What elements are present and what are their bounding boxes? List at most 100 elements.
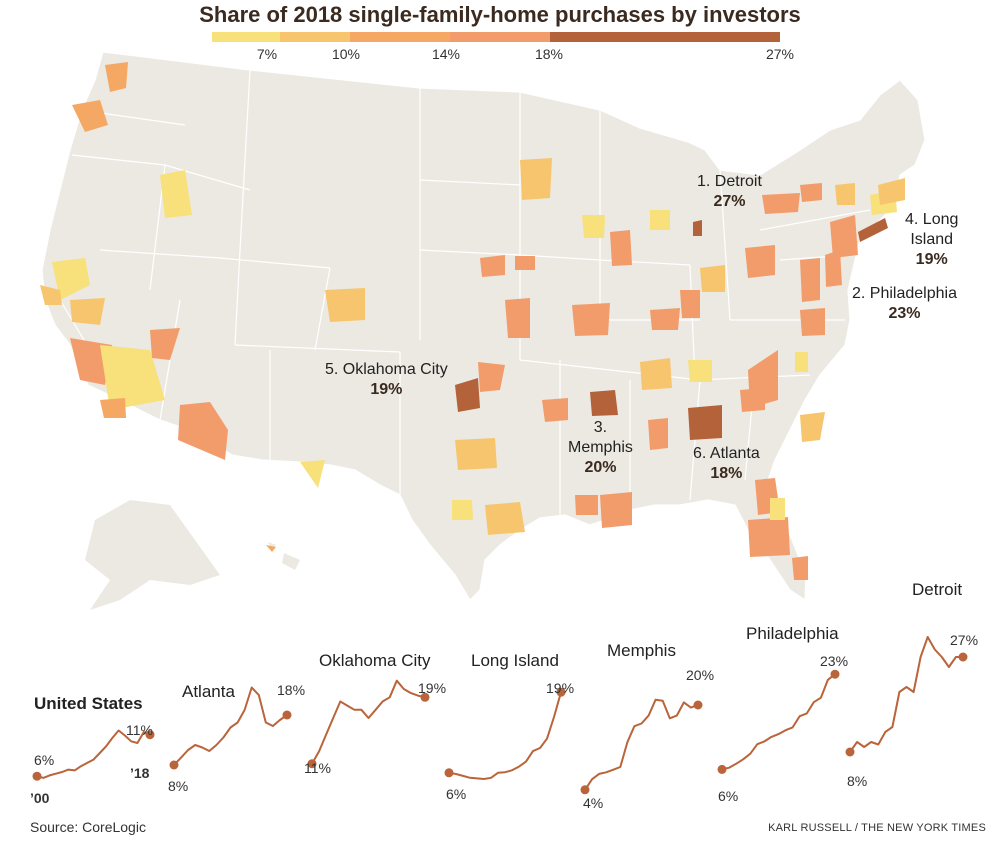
sparkline-philadelphia [721, 673, 836, 771]
spark-end-detroit: 27% [950, 632, 979, 648]
metro-nashville [640, 358, 672, 390]
callout-pct: 18% [710, 465, 743, 482]
sparkline-memphis [584, 698, 699, 791]
hawaii [268, 542, 300, 570]
spark-title-oklahoma: Oklahoma City [319, 651, 431, 670]
metro-boise [160, 170, 192, 218]
sparkline-philadelphia-start-dot [717, 764, 727, 774]
us-map [40, 51, 926, 610]
metro-pittsburgh [745, 245, 775, 278]
callout-name: 1. Detroit [697, 173, 762, 190]
metro-riverside [100, 345, 165, 410]
metro-minneapolis [520, 158, 552, 200]
spark-title-philadelphia: Philadelphia [746, 624, 839, 643]
legend-tick: 27% [765, 46, 795, 62]
sparkline-philadelphia-end-dot [830, 669, 840, 679]
spark-start-oklahoma: 11% [304, 760, 331, 776]
metro-detroit [693, 220, 702, 236]
sparkline-longisland-end-dot [556, 687, 566, 697]
spark-end-atlanta: 18% [277, 682, 306, 698]
sparkline-oklahoma-start-dot [307, 759, 317, 769]
spark-title-memphis: Memphis [607, 641, 676, 660]
spark-end-philadelphia: 23% [820, 653, 849, 669]
metro-philadelphia [825, 250, 842, 287]
metro-tulsa [478, 362, 505, 392]
callout-pct: 19% [370, 381, 403, 398]
sparkline-detroit-start-dot [845, 747, 855, 757]
sparkline-atlanta-end-dot [282, 710, 292, 720]
callout-name: 4. Long [905, 211, 959, 228]
metro-sf [40, 285, 62, 305]
callout-memphis: 3. Memphis 20% [568, 418, 633, 478]
callout-name-line2: Island [910, 231, 954, 248]
spark-title-atlanta: Atlanta [182, 682, 235, 701]
metro-memphis [590, 390, 618, 416]
metro-desmoines [515, 256, 535, 270]
metro-sacramento [52, 258, 90, 300]
metro-knoxville [688, 360, 712, 382]
callout-pct: 23% [888, 305, 921, 322]
spark-end-oklahoma: 19% [418, 680, 447, 696]
metro-fresno [70, 298, 105, 325]
metro-okc [455, 378, 480, 412]
metro-portland [72, 100, 108, 132]
legend-swatch [550, 32, 780, 42]
alaska [85, 500, 220, 610]
metro-stlouis [572, 303, 610, 336]
sparkline-longisland [448, 691, 562, 780]
sparkline-oklahoma [311, 679, 426, 765]
spark-start-philadelphia: 6% [718, 788, 739, 804]
legend-tick: 14% [431, 46, 461, 62]
metro-birmingham [648, 418, 668, 450]
spark-end-memphis: 20% [686, 667, 715, 683]
callout-name: Memphis [568, 439, 633, 456]
metro-greenville [740, 388, 765, 412]
metro-milwaukee [582, 215, 605, 238]
metro-raleigh [795, 352, 808, 372]
metro-austin [452, 500, 473, 520]
metro-indy [650, 308, 680, 330]
metro-buffalo [800, 183, 822, 202]
metro-dallas [455, 438, 497, 470]
spark-title-us: United States [34, 694, 143, 713]
sparkline-memphis-start-dot [580, 785, 590, 795]
metro-albany [835, 183, 855, 205]
metro-cleveland [762, 193, 800, 214]
legend-tick: 7% [256, 46, 278, 62]
metro-jackson [575, 495, 598, 515]
metro-lasvegas [150, 328, 180, 360]
spark-end-us: 11% [126, 722, 153, 738]
sparkline-us [36, 729, 151, 779]
spark-start-atlanta: 8% [168, 778, 189, 794]
metro-areas [40, 62, 905, 580]
callout-pct: 27% [713, 193, 746, 210]
spark-end-year: ’18 [130, 765, 150, 781]
callout-pct: 20% [584, 459, 617, 476]
sparkline-atlanta [173, 686, 288, 766]
metro-honolulu [266, 545, 276, 552]
spark-start-detroit: 8% [847, 773, 868, 789]
legend-swatch [280, 32, 350, 42]
metro-orlando [770, 498, 785, 520]
callout-name: 5. Oklahoma City [325, 361, 448, 378]
spark-end-longisland: 19% [546, 680, 575, 696]
legend-swatch [350, 32, 450, 42]
spark-start-year: ’00 [30, 790, 50, 806]
chart-title: Share of 2018 single-family-home purchas… [199, 2, 801, 27]
legend-swatch [450, 32, 550, 42]
metro-baltimore [800, 258, 820, 302]
source-note: Source: CoreLogic [30, 819, 146, 835]
metro-cincinnati [680, 290, 700, 318]
sparkline-us-start-dot [32, 771, 42, 781]
metro-longisland [858, 218, 888, 242]
metro-neworleans [600, 492, 632, 528]
sparkline-atlanta-start-dot [169, 760, 179, 770]
metro-kc [505, 298, 530, 338]
callout-detroit: 1. Detroit 27% [697, 172, 762, 212]
metro-boston [878, 178, 905, 205]
metro-tampa [748, 517, 790, 557]
sparkline-memphis-end-dot [693, 700, 703, 710]
us-land [41, 51, 926, 602]
callout-atlanta: 6. Atlanta 18% [693, 444, 760, 484]
